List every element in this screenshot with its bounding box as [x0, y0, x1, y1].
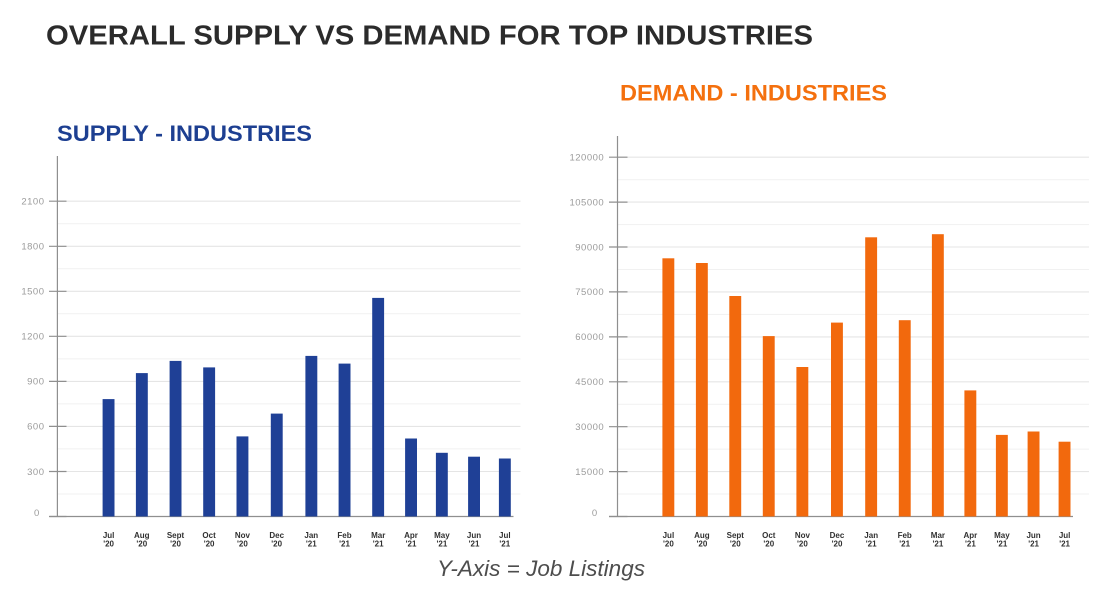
svg-text:'21: '21: [1059, 539, 1070, 548]
svg-text:2100: 2100: [21, 197, 44, 208]
svg-text:120000: 120000: [569, 153, 604, 164]
svg-text:Jul: Jul: [103, 531, 115, 540]
svg-text:1500: 1500: [21, 287, 44, 298]
svg-text:1200: 1200: [21, 332, 44, 343]
svg-text:Jul: Jul: [499, 531, 511, 540]
svg-text:May: May: [994, 531, 1010, 540]
svg-text:Jun: Jun: [1026, 531, 1040, 540]
svg-text:May: May: [434, 531, 450, 540]
svg-text:'20: '20: [663, 539, 674, 548]
svg-text:Jul: Jul: [1059, 531, 1071, 540]
svg-text:'21: '21: [436, 539, 447, 548]
svg-text:'20: '20: [237, 539, 248, 548]
svg-text:'21: '21: [373, 539, 384, 548]
svg-text:Jan: Jan: [864, 531, 878, 540]
svg-text:'20: '20: [271, 539, 282, 548]
svg-text:'20: '20: [204, 539, 215, 548]
svg-text:'20: '20: [136, 539, 147, 548]
svg-text:0: 0: [34, 508, 40, 519]
svg-text:45000: 45000: [575, 377, 604, 388]
svg-text:0: 0: [592, 508, 598, 519]
svg-text:300: 300: [27, 467, 44, 478]
svg-text:600: 600: [27, 422, 44, 433]
svg-text:Aug: Aug: [134, 531, 150, 540]
svg-text:90000: 90000: [575, 242, 604, 253]
svg-text:Dec: Dec: [830, 531, 845, 540]
svg-text:'21: '21: [1028, 539, 1039, 548]
svg-text:Oct: Oct: [762, 531, 776, 540]
svg-text:'21: '21: [996, 539, 1007, 548]
svg-text:Jun: Jun: [467, 531, 481, 540]
svg-text:'21: '21: [339, 539, 350, 548]
svg-text:'21: '21: [899, 539, 910, 548]
svg-text:30000: 30000: [575, 422, 604, 433]
svg-text:60000: 60000: [575, 332, 604, 343]
svg-text:'20: '20: [103, 539, 114, 548]
svg-text:Feb: Feb: [898, 531, 912, 540]
svg-text:Nov: Nov: [795, 531, 811, 540]
svg-text:'21: '21: [965, 539, 976, 548]
svg-text:OVERALL SUPPLY VS DEMAND FOR T: OVERALL SUPPLY VS DEMAND FOR TOP INDUSTR…: [46, 20, 813, 51]
svg-text:Dec: Dec: [269, 531, 284, 540]
svg-text:Oct: Oct: [202, 531, 216, 540]
svg-text:900: 900: [27, 377, 44, 388]
svg-text:'21: '21: [932, 539, 943, 548]
svg-text:'20: '20: [832, 539, 843, 548]
svg-text:'20: '20: [170, 539, 181, 548]
svg-text:Apr: Apr: [404, 531, 418, 540]
svg-text:'21: '21: [469, 539, 480, 548]
svg-text:1800: 1800: [21, 242, 44, 253]
svg-text:'20: '20: [763, 539, 774, 548]
svg-text:'20: '20: [730, 539, 741, 548]
svg-text:Aug: Aug: [694, 531, 710, 540]
svg-text:DEMAND - INDUSTRIES: DEMAND - INDUSTRIES: [620, 81, 887, 106]
svg-text:Jan: Jan: [304, 531, 318, 540]
svg-text:Sept: Sept: [727, 531, 745, 540]
svg-text:Jul: Jul: [663, 531, 675, 540]
svg-text:'21: '21: [306, 539, 317, 548]
svg-text:'20: '20: [797, 539, 808, 548]
svg-text:'20: '20: [696, 539, 707, 548]
svg-text:Mar: Mar: [371, 531, 385, 540]
svg-text:75000: 75000: [575, 287, 604, 298]
svg-text:SUPPLY - INDUSTRIES: SUPPLY - INDUSTRIES: [57, 121, 312, 146]
svg-text:Mar: Mar: [931, 531, 945, 540]
svg-text:Y-Axis = Job Listings: Y-Axis = Job Listings: [437, 556, 645, 581]
svg-text:Apr: Apr: [964, 531, 978, 540]
svg-text:'21: '21: [866, 539, 877, 548]
svg-text:Nov: Nov: [235, 531, 251, 540]
svg-text:'21: '21: [499, 539, 510, 548]
svg-text:15000: 15000: [575, 467, 604, 478]
svg-text:Sept: Sept: [167, 531, 185, 540]
svg-text:105000: 105000: [569, 197, 604, 208]
svg-text:'21: '21: [406, 539, 417, 548]
svg-text:Feb: Feb: [337, 531, 351, 540]
